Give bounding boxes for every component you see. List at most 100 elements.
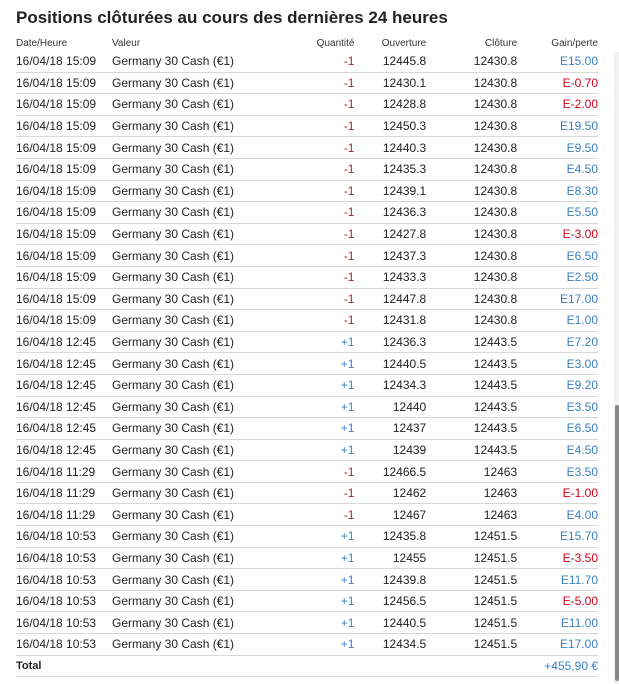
table-row[interactable]: 16/04/18 15:09 Germany 30 Cash (€1) -1 1243… — [16, 180, 598, 203]
gain-cell: E9.50 — [517, 136, 598, 159]
close-cell: 12451.5 — [426, 525, 518, 548]
date-cell: 16/04/18 11:29 — [16, 460, 112, 483]
col-quantity: Quantité — [316, 37, 355, 49]
table-row[interactable]: 16/04/18 12:45 Germany 30 Cash (€1) +1 1244… — [16, 396, 598, 419]
closed-positions-table: Date/Heure Valeur Quantité Ouverture Clô… — [16, 35, 598, 678]
quantity-cell: +1 — [263, 568, 355, 591]
close-cell: 12443.5 — [426, 396, 518, 419]
quantity-cell: -1 — [263, 51, 355, 73]
table-row[interactable]: 16/04/18 15:09 Germany 30 Cash (€1) -1 1243… — [16, 72, 598, 95]
close-cell: 12443.5 — [426, 331, 518, 354]
quantity-cell: +1 — [263, 331, 355, 354]
table-row[interactable]: 16/04/18 15:09 Germany 30 Cash (€1) -1 1243… — [16, 201, 598, 224]
quantity-cell: +1 — [263, 547, 355, 570]
table-row[interactable]: 16/04/18 12:45 Germany 30 Cash (€1) +1 1243… — [16, 331, 598, 354]
table-row[interactable]: 16/04/18 12:45 Germany 30 Cash (€1) +1 1244… — [16, 352, 598, 375]
table-row[interactable]: 16/04/18 11:29 Germany 30 Cash (€1) -1 1246… — [16, 460, 598, 483]
date-cell: 16/04/18 10:53 — [16, 590, 112, 613]
close-cell: 12443.5 — [426, 439, 518, 462]
quantity-cell: +1 — [263, 525, 355, 548]
open-cell: 12433.3 — [354, 266, 427, 289]
quantity-cell: +1 — [263, 396, 355, 419]
date-cell: 16/04/18 12:45 — [16, 331, 112, 354]
open-cell: 12434.3 — [354, 374, 427, 397]
table-row[interactable]: 16/04/18 15:09 Germany 30 Cash (€1) -1 1243… — [16, 244, 598, 267]
table-row[interactable]: 16/04/18 10:53 Germany 30 Cash (€1) +1 1243… — [16, 525, 598, 548]
open-cell: 12440.3 — [354, 136, 427, 159]
table-row[interactable]: 16/04/18 15:09 Germany 30 Cash (€1) -1 1245… — [16, 115, 598, 138]
date-cell: 16/04/18 15:09 — [16, 244, 112, 267]
quantity-cell: -1 — [263, 72, 355, 95]
quantity-cell: +1 — [263, 611, 355, 635]
table-row[interactable]: 16/04/18 15:09 Germany 30 Cash (€1) -1 1242… — [16, 223, 598, 246]
table-row[interactable]: 16/04/18 10:53 Germany 30 Cash (€1) +1 1244… — [16, 611, 598, 635]
value-cell: Germany 30 Cash (€1) — [111, 244, 264, 267]
quantity-cell: -1 — [263, 223, 355, 246]
gain-cell: E11.00 — [517, 611, 598, 635]
open-cell: 12435.8 — [354, 525, 427, 548]
close-cell: 12430.8 — [426, 51, 518, 73]
open-cell: 12435.3 — [354, 158, 427, 181]
table-header: Date/Heure Valeur Quantité Ouverture Clô… — [16, 35, 598, 51]
table-row[interactable]: 16/04/18 15:09 Germany 30 Cash (€1) -1 1243… — [16, 158, 598, 181]
close-cell: 12430.8 — [426, 309, 518, 332]
close-cell: 12430.8 — [426, 72, 518, 95]
gain-cell: E4.00 — [517, 503, 598, 527]
table-row[interactable]: 16/04/18 11:29 Germany 30 Cash (€1) -1 1246… — [16, 503, 598, 527]
value-cell: Germany 30 Cash (€1) — [111, 180, 264, 203]
open-cell: 12431.8 — [354, 309, 427, 332]
open-cell: 12439.8 — [354, 568, 427, 591]
date-cell: 16/04/18 15:09 — [16, 136, 112, 159]
table-row[interactable]: 16/04/18 12:45 Germany 30 Cash (€1) +1 1243… — [16, 417, 598, 440]
close-cell: 12451.5 — [426, 590, 518, 613]
value-cell: Germany 30 Cash (€1) — [111, 51, 264, 73]
value-cell: Germany 30 Cash (€1) — [111, 72, 264, 95]
gain-cell: E15.00 — [517, 51, 598, 73]
gain-cell: E19.50 — [517, 115, 598, 138]
gain-cell: E3.50 — [517, 460, 598, 483]
table-row[interactable]: 16/04/18 15:09 Germany 30 Cash (€1) -1 1244… — [16, 51, 598, 73]
date-cell: 16/04/18 12:45 — [16, 352, 112, 375]
gain-cell: E15.70 — [517, 525, 598, 548]
table-row[interactable]: 16/04/18 15:09 Germany 30 Cash (€1) -1 1243… — [16, 309, 598, 332]
date-cell: 16/04/18 15:09 — [16, 51, 112, 73]
scrollbar-track[interactable] — [614, 52, 619, 684]
value-cell: Germany 30 Cash (€1) — [111, 417, 264, 440]
value-cell: Germany 30 Cash (€1) — [111, 503, 264, 527]
page-title: Positions clôturées au cours des dernièr… — [16, 8, 448, 27]
table-row[interactable]: 16/04/18 15:09 Germany 30 Cash (€1) -1 1243… — [16, 266, 598, 289]
table-row[interactable]: 16/04/18 15:09 Germany 30 Cash (€1) -1 1242… — [16, 93, 598, 116]
date-cell: 16/04/18 11:29 — [16, 503, 112, 527]
quantity-cell: -1 — [263, 244, 355, 267]
date-cell: 16/04/18 12:45 — [16, 396, 112, 419]
close-cell: 12430.8 — [426, 288, 518, 311]
date-cell: 16/04/18 10:53 — [16, 547, 112, 570]
close-cell: 12443.5 — [426, 374, 518, 397]
table-row[interactable]: 16/04/18 15:09 Germany 30 Cash (€1) -1 1244… — [16, 288, 598, 311]
table-row[interactable]: 16/04/18 12:45 Germany 30 Cash (€1) +1 1243… — [16, 374, 598, 397]
gain-cell: E-1.00 — [517, 482, 598, 505]
open-cell: 12439.1 — [354, 180, 427, 203]
open-cell: 12445.8 — [354, 51, 427, 73]
table-row[interactable]: 16/04/18 11:29 Germany 30 Cash (€1) -1 1246… — [16, 482, 598, 505]
close-cell: 12430.8 — [426, 180, 518, 203]
table-row[interactable]: 16/04/18 10:53 Germany 30 Cash (€1) +1 1245… — [16, 590, 598, 613]
quantity-cell: -1 — [263, 93, 355, 116]
close-cell: 12451.5 — [426, 633, 518, 656]
date-cell: 16/04/18 10:53 — [16, 611, 112, 635]
col-close: Clôture — [484, 37, 518, 49]
date-cell: 16/04/18 15:09 — [16, 93, 112, 116]
table-row[interactable]: 16/04/18 10:53 Germany 30 Cash (€1) +1 1245… — [16, 547, 598, 570]
table-row[interactable]: 16/04/18 10:53 Germany 30 Cash (€1) +1 1243… — [16, 633, 598, 656]
table-row[interactable]: 16/04/18 12:45 Germany 30 Cash (€1) +1 1243… — [16, 439, 598, 462]
table-row[interactable]: 16/04/18 10:53 Germany 30 Cash (€1) +1 1243… — [16, 568, 598, 591]
date-cell: 16/04/18 15:09 — [16, 72, 112, 95]
gain-cell: E-2.00 — [517, 93, 598, 116]
value-cell: Germany 30 Cash (€1) — [111, 374, 264, 397]
scrollbar-thumb[interactable] — [615, 405, 619, 681]
open-cell: 12450.3 — [354, 115, 427, 138]
quantity-cell: +1 — [263, 633, 355, 656]
quantity-cell: -1 — [263, 180, 355, 203]
value-cell: Germany 30 Cash (€1) — [111, 201, 264, 224]
table-row[interactable]: 16/04/18 15:09 Germany 30 Cash (€1) -1 1244… — [16, 136, 598, 159]
